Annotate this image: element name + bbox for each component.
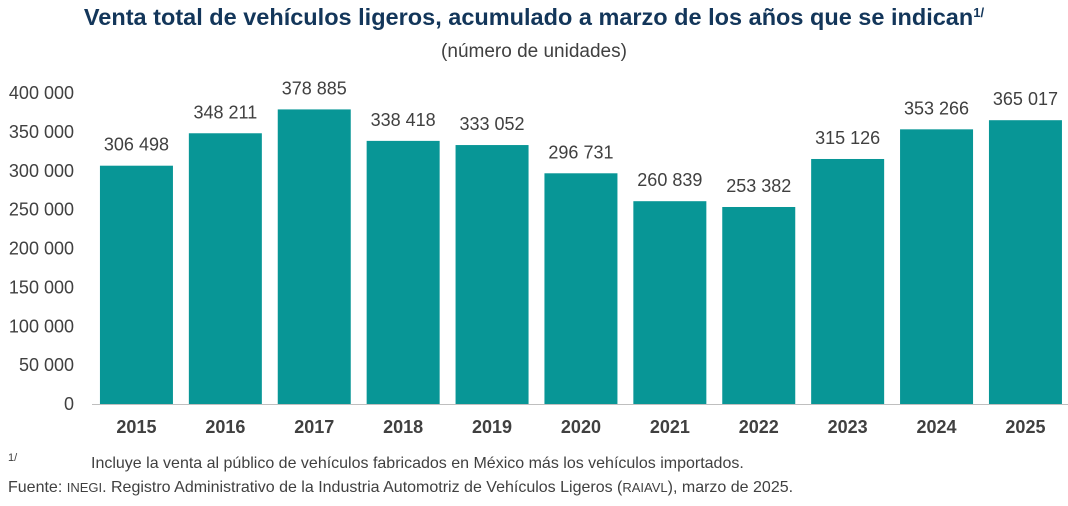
y-tick-label: 350 000 (9, 122, 74, 142)
data-label: 348 211 (193, 102, 257, 122)
x-tick-label: 2024 (917, 417, 957, 437)
x-tick-label: 2015 (116, 417, 156, 437)
data-label: 365 017 (993, 89, 1058, 109)
chart-subtitle: (número de unidades) (441, 41, 627, 62)
source-note: Fuente: INEGI. Registro Administrativo d… (8, 479, 793, 497)
x-tick-label: 2018 (383, 417, 423, 437)
chart-title: Venta total de vehículos ligeros, acumul… (0, 4, 1068, 31)
data-label: 333 052 (460, 114, 525, 134)
data-label: 253 382 (726, 176, 791, 196)
title-footnote-mark: 1/ (973, 5, 985, 20)
y-tick-label: 0 (64, 394, 74, 414)
bar (900, 129, 974, 404)
data-label: 260 839 (637, 170, 702, 190)
x-tick-label: 2016 (205, 417, 245, 437)
chart-title-text: Venta total de vehículos ligeros, acumul… (83, 4, 974, 30)
bar (544, 173, 618, 404)
bar (633, 201, 707, 404)
data-label: 315 126 (815, 128, 880, 148)
y-tick-label: 50 000 (19, 355, 74, 375)
footnote-mark: 1/ (8, 452, 18, 464)
y-tick-label: 100 000 (9, 316, 74, 336)
source-org: INEGI (66, 480, 103, 495)
data-label: 338 418 (371, 110, 436, 130)
bar (366, 140, 440, 404)
y-tick-label: 250 000 (9, 200, 74, 220)
data-label: 353 266 (904, 98, 969, 118)
source-text-2: ), marzo de 2025. (667, 479, 794, 496)
x-tick-label: 2019 (472, 417, 512, 437)
x-tick-label: 2017 (294, 417, 334, 437)
source-text-1: . Registro Administrativo de la Industri… (102, 479, 623, 496)
bar-chart: 0 50 000 100 000 150 000 200 000 250 000 300 0… (9, 78, 1068, 437)
data-label: 378 885 (282, 78, 347, 98)
y-tick-label: 200 000 (9, 239, 74, 259)
x-tick-label: 2025 (1005, 417, 1045, 437)
y-tick-label: 300 000 (9, 161, 74, 181)
data-label: 296 731 (548, 142, 613, 162)
y-tick-label: 150 000 (9, 277, 74, 297)
footnote-text: Incluye la venta al público de vehículos… (91, 455, 744, 472)
bar (455, 145, 529, 404)
source-prefix: Fuente: (8, 479, 67, 496)
bar (99, 165, 173, 404)
x-tick-label: 2023 (828, 417, 868, 437)
bar (277, 109, 351, 404)
bar (811, 158, 885, 404)
y-tick-label: 400 000 (9, 83, 74, 103)
source-acronym: RAIAVL (622, 480, 668, 495)
bar (188, 133, 262, 405)
bar (988, 120, 1062, 404)
bar (722, 206, 796, 404)
data-label: 306 498 (104, 135, 169, 155)
x-tick-label: 2022 (739, 417, 779, 437)
x-tick-label: 2020 (561, 417, 601, 437)
x-tick-label: 2021 (650, 417, 690, 437)
